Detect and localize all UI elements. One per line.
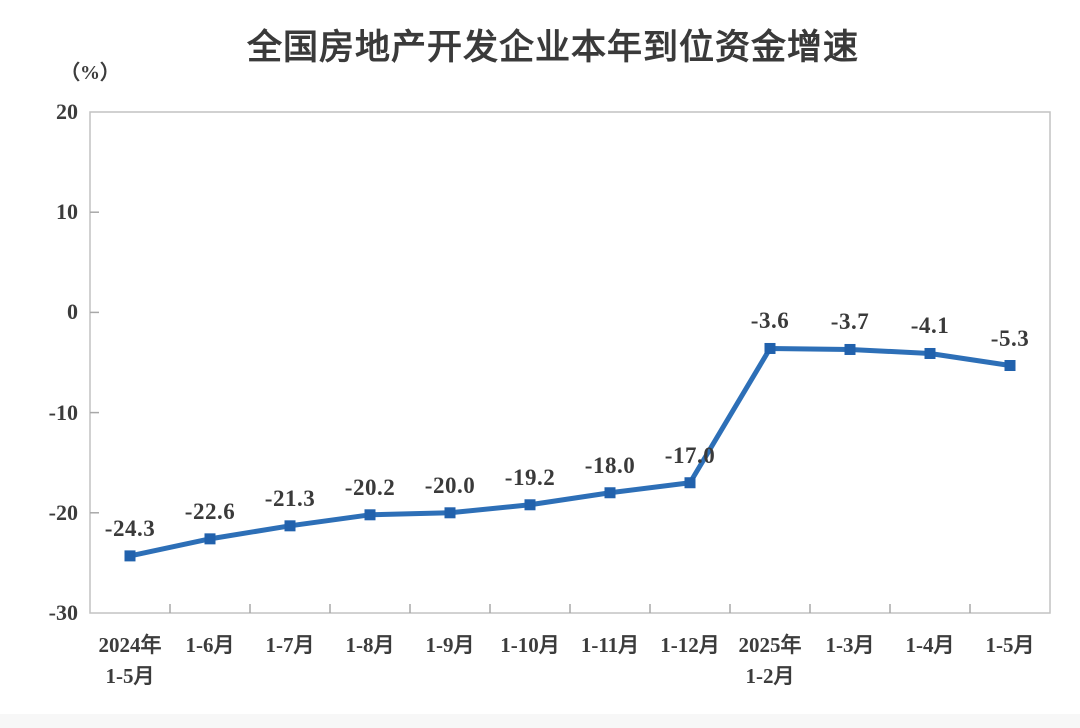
bottom-strip [0,714,1080,728]
data-point-marker [1004,360,1016,372]
data-point-label: -24.3 [104,515,156,541]
data-line [127,345,1013,559]
data-point-label: -22.6 [184,498,236,524]
data-point-label: -5.3 [990,325,1030,351]
x-axis-category-label: 1-5月 [985,633,1035,657]
x-axis-category-label: 1-4月 [905,633,955,657]
x-axis-category-label: 1-10月 [500,633,560,657]
x-axis-category-label: 1-9月 [425,633,475,657]
x-axis-category-label: 1-7月 [265,633,315,657]
data-point-label: -4.1 [910,313,950,339]
y-axis-tick-label: 20 [56,99,78,124]
x-axis-category-label: 1-12月 [660,633,720,657]
y-axis-tick-label: -10 [48,399,78,425]
data-point-marker [764,342,776,354]
y-axis-tick-label: 0 [67,299,78,325]
data-point-marker [124,550,136,562]
data-point-label: -3.6 [750,308,790,334]
data-point-label: -17.0 [664,442,716,468]
data-point-marker [604,487,616,499]
data-point-marker [524,499,536,511]
data-point-label: -18.0 [584,452,636,478]
y-axis-unit-label: （%） [60,62,120,84]
y-axis-tick-label: 10 [56,199,78,225]
x-axis-category-label: 1-8月 [345,633,395,657]
data-point-marker [444,507,456,519]
data-point-label: -20.2 [344,474,396,500]
chart-title: 全国房地产开发企业本年到位资金增速 [246,28,860,67]
data-point-marker [924,347,936,359]
x-axis-category-label: 1-11月 [580,633,640,657]
data-point-marker [844,343,856,355]
data-point-marker [204,533,216,545]
x-axis-category-label: 2025年 1-2月 [738,633,802,688]
y-axis-tick-label: -20 [48,499,78,525]
data-point-marker [284,520,296,532]
x-axis-category-label: 1-6月 [185,633,235,657]
data-point-marker [364,509,376,521]
data-point-label: -21.3 [264,485,316,511]
y-axis-tick-label: -30 [48,600,78,625]
data-point-label: -3.7 [830,309,870,335]
data-point-marker [684,477,696,489]
data-point-label: -20.0 [424,472,476,498]
plot-border [89,111,1051,614]
x-axis-category-label: 2024年 1-5月 [98,633,162,688]
data-point-label: -19.2 [504,464,556,490]
x-axis-category-label: 1-3月 [825,633,875,657]
